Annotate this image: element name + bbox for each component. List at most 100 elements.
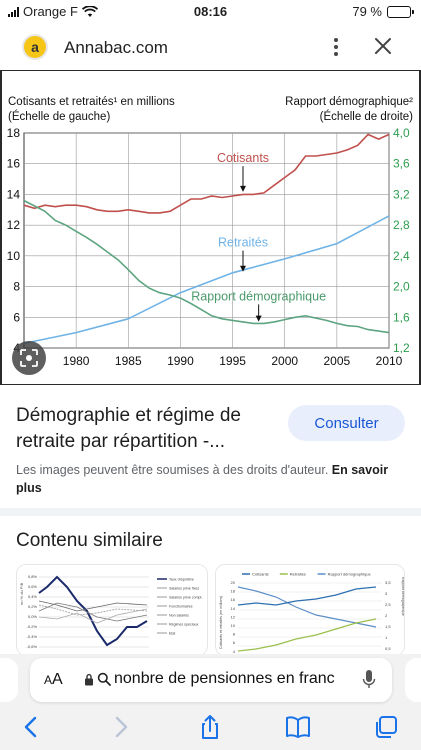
x-tick-label: 1990 xyxy=(167,354,194,368)
thumb2-y-ticks: 20 18 16 14 12 10 8 6 4 xyxy=(231,580,236,654)
annotation-arrow-head xyxy=(240,265,246,272)
close-icon[interactable] xyxy=(372,35,394,57)
thumb2-grid xyxy=(238,582,382,647)
previous-tab-edge[interactable] xyxy=(0,658,18,702)
similar-thumbnail-1[interactable]: en % du PIB 0,8% 0,6% 0,4% 0,2% 0,0% -0,2% -0,… xyxy=(16,564,208,656)
y-left-tick-label: 10 xyxy=(7,249,21,263)
thumb2-y-tick: 12 xyxy=(231,614,236,619)
thumb2-y-tick: 14 xyxy=(231,606,236,611)
reader-options-button[interactable]: AAAA xyxy=(44,671,63,688)
thumb2-series-retraites xyxy=(237,618,377,652)
signal-icon xyxy=(8,6,19,17)
thumb2-y-right-tick: 1 xyxy=(385,635,388,640)
y-right-tick-label: 3,2 xyxy=(393,187,410,201)
chart-ylabel-right-line2: (Échelle de droite) xyxy=(319,111,413,123)
chart-ylabel-right-line1: Rapport démographique² xyxy=(285,96,413,108)
thumb1-legend: Taux d'équilibre Salaires privé fixes Sala… xyxy=(157,578,203,636)
chart-image[interactable]: Cotisants et retraités¹ en millions (Éch… xyxy=(0,70,421,385)
thumb1-series-main xyxy=(38,575,148,647)
thumb1-legend-label: Non salariés xyxy=(169,614,189,618)
result-title[interactable]: Démographie et régime de retraite par ré… xyxy=(16,405,241,452)
thumb2-y-right-tick: 2,5 xyxy=(385,602,391,607)
series-line-rapport-d-mographique xyxy=(23,199,390,334)
copyright-text: Les images peuvent être soumises à des d… xyxy=(16,463,329,477)
thumb2-series-cotisants xyxy=(237,586,377,606)
thumb2-series-rapport xyxy=(237,586,377,628)
y-left-tick-label: 6 xyxy=(13,310,20,324)
address-bar-panel: AAAA nonbre de pensionnes en franc xyxy=(0,654,421,706)
lens-icon xyxy=(20,349,38,367)
microphone-icon[interactable] xyxy=(362,669,376,691)
y-right-tick-label: 1,6 xyxy=(393,310,410,324)
status-bar: Orange F 08:16 79 % xyxy=(0,0,421,24)
battery-percent: 79 % xyxy=(352,4,382,19)
thumb2-legend-label: Cotisants xyxy=(252,572,269,577)
section-divider xyxy=(0,508,421,516)
status-time: 08:16 xyxy=(193,4,228,19)
series-annotation-label: Retraités xyxy=(218,236,268,250)
similar-content-title: Contenu similaire xyxy=(16,530,163,551)
y-right-tick-label: 2,4 xyxy=(393,249,410,263)
thumb1-y-tick: 0,0% xyxy=(28,614,38,619)
back-icon[interactable] xyxy=(18,714,46,740)
x-tick-label: 2005 xyxy=(324,354,351,368)
thumb2-left-title: Cotisants et retraités (en millions) xyxy=(219,596,223,649)
more-options-icon[interactable] xyxy=(326,36,346,58)
forward-icon[interactable] xyxy=(106,714,134,740)
thumb1-series-4 xyxy=(38,602,148,622)
thumb1-y-tick: 0,2% xyxy=(28,604,38,609)
thumb1-legend-label: Salaires privé fixes xyxy=(169,587,199,591)
bookmarks-icon[interactable] xyxy=(284,714,312,740)
site-name[interactable]: Annabac.com xyxy=(64,38,168,57)
thumb1-series-5 xyxy=(38,608,148,624)
copyright-notice: Les images peuvent être soumises à des d… xyxy=(16,461,406,497)
x-tick-label: 1980 xyxy=(63,354,90,368)
thumb1-y-tick: 0,8% xyxy=(28,574,38,579)
share-icon[interactable] xyxy=(196,714,224,740)
y-left-tick-label: 14 xyxy=(7,187,21,201)
thumbnail-2-chart: Cotisants Retraités Rapport démographique … xyxy=(216,565,405,655)
site-logo[interactable]: a xyxy=(22,34,48,60)
browser-toolbar xyxy=(0,706,421,750)
thumb2-y-right-tick: 3 xyxy=(385,591,388,596)
series-annotation-label: Rapport démographique xyxy=(191,289,326,303)
y-right-tick-label: 3,6 xyxy=(393,157,410,171)
next-tab-edge[interactable] xyxy=(405,658,421,702)
series-annotation-label: Cotisants xyxy=(217,151,269,165)
thumb2-y-tick: 8 xyxy=(233,632,236,637)
line-chart: 46810121416181,21,62,02,42,83,23,64,0198… xyxy=(7,126,410,368)
thumb2-legend: Cotisants Retraités Rapport démographique xyxy=(242,572,372,577)
y-right-tick-label: 2,8 xyxy=(393,218,410,232)
thumb2-y-right-tick: 2 xyxy=(385,613,388,618)
thumb2-y-right-tick: 0,5 xyxy=(385,646,391,651)
thumb1-legend-label: Etat xyxy=(169,632,175,636)
tabs-icon[interactable] xyxy=(372,714,400,740)
thumb2-y-right-ticks: 3,5 3 2,5 2 1,5 1 0,5 xyxy=(385,580,391,651)
chart-ylabel-left-line1: Cotisants et retraités¹ en millions xyxy=(8,96,175,108)
chart-ylabel-right: Rapport démographique² (Échelle de droit… xyxy=(285,95,413,125)
annotation-arrow-head xyxy=(240,185,246,192)
visual-search-button[interactable] xyxy=(12,341,46,375)
thumb2-y-right-tick: 1,5 xyxy=(385,624,391,629)
consult-button[interactable]: Consulter xyxy=(288,405,405,441)
annotation-arrow-head xyxy=(255,315,262,322)
thumb1-series-3 xyxy=(38,604,148,616)
thumb2-y-tick: 6 xyxy=(233,640,236,645)
thumbnail-1-chart: en % du PIB 0,8% 0,6% 0,4% 0,2% 0,0% -0,2% -0,… xyxy=(17,565,207,655)
thumb2-right-title: Rapport démographique xyxy=(401,577,405,616)
thumb1-y-tick: 0,4% xyxy=(28,594,38,599)
thumb1-y-tick: -0,2% xyxy=(27,624,38,629)
y-right-tick-label: 1,2 xyxy=(393,341,410,355)
thumb2-y-tick: 18 xyxy=(231,589,236,594)
chart-ylabel-left: Cotisants et retraités¹ en millions (Éch… xyxy=(8,95,175,125)
similar-thumbnail-2[interactable]: Cotisants Retraités Rapport démographique … xyxy=(215,564,405,656)
x-tick-label: 2000 xyxy=(271,354,298,368)
page-header: a Annabac.com xyxy=(0,24,421,70)
learn-more-link[interactable]: En savoir plus xyxy=(16,463,389,495)
address-bar[interactable]: AAAA nonbre de pensionnes en franc xyxy=(30,658,392,702)
x-tick-label: 2010 xyxy=(376,354,403,368)
y-right-tick-label: 2,0 xyxy=(393,280,410,294)
thumb1-legend-label: Fonctionnaires xyxy=(169,605,193,609)
thumb2-y-right-tick: 3,5 xyxy=(385,580,391,585)
address-bar-query[interactable]: nonbre de pensionnes en franc xyxy=(114,670,335,687)
